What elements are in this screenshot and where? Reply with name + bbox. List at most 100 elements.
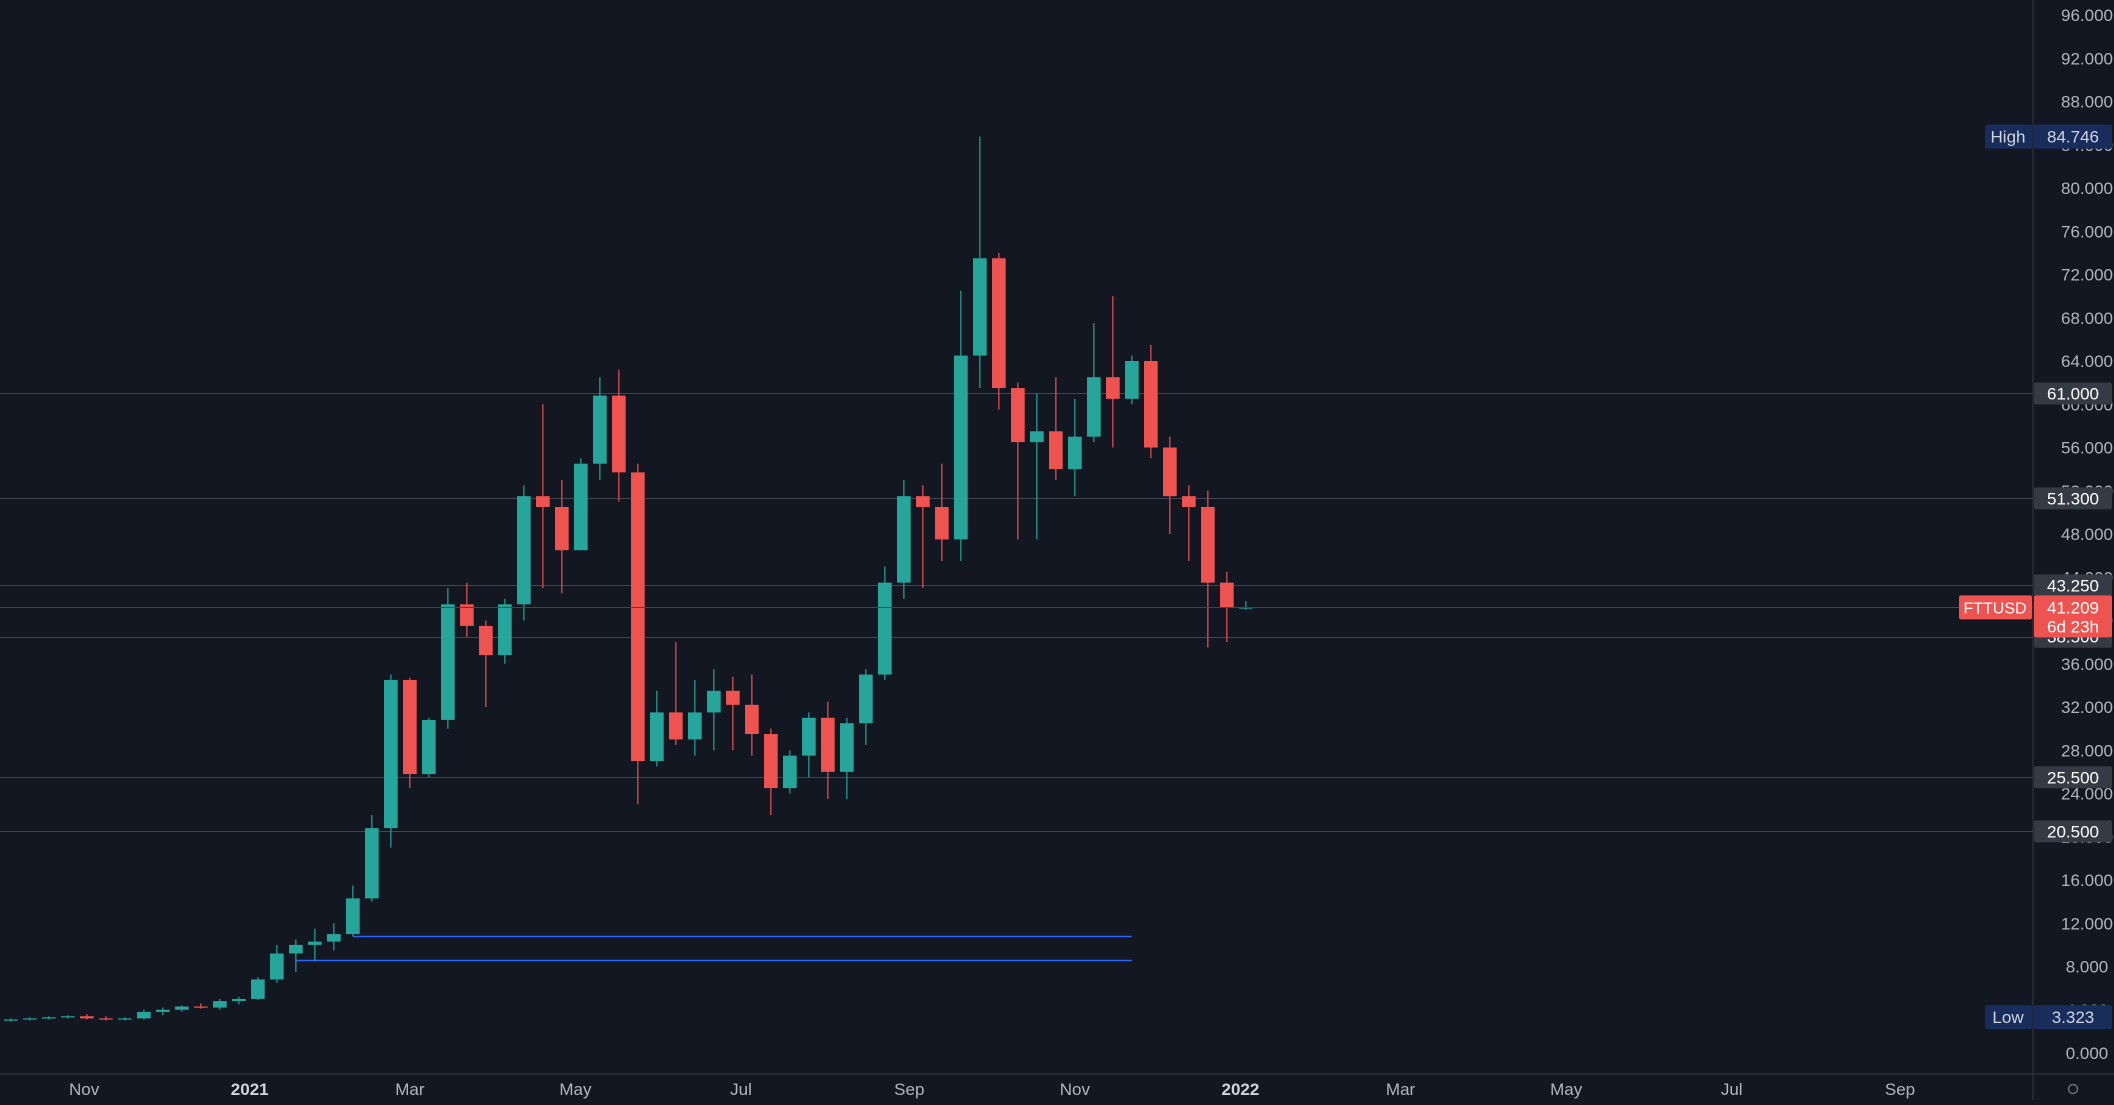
candle <box>631 463 645 805</box>
candle <box>403 677 417 789</box>
candle <box>669 642 683 745</box>
candle-body <box>308 941 322 945</box>
candle <box>270 944 284 983</box>
candle-body <box>156 1009 170 1012</box>
time-tick-label: May <box>559 1080 592 1099</box>
level-price-badge: 20.500 <box>2034 820 2112 843</box>
candle <box>42 1016 56 1020</box>
candle <box>365 815 379 902</box>
candle <box>213 998 227 1010</box>
candle <box>1125 355 1139 405</box>
price-tick-label: 80.000 <box>2061 179 2113 198</box>
candle <box>973 136 987 389</box>
gear-icon[interactable] <box>2067 1083 2079 1095</box>
level-price-badge: 43.250 <box>2034 574 2112 597</box>
price-tick-label: 64.000 <box>2061 352 2113 371</box>
candle-body <box>23 1018 37 1020</box>
time-tick-label: Jul <box>1721 1080 1743 1099</box>
high-marker-value: 84.746 <box>2047 128 2099 147</box>
candle-body <box>1011 388 1025 443</box>
symbol-tag: FTTUSD <box>1963 600 2026 617</box>
price-tick-label: 12.000 <box>2061 914 2113 933</box>
candle-body <box>1068 436 1082 470</box>
high-marker-value-bg <box>2034 124 2112 149</box>
candle <box>23 1017 37 1021</box>
candle-body <box>4 1019 18 1021</box>
candle <box>1030 393 1044 540</box>
candle <box>1163 436 1177 534</box>
candle-body <box>175 1006 189 1010</box>
candle-body <box>232 998 246 1002</box>
price-tick-label: 16.000 <box>2061 871 2113 890</box>
price-tick-label: 88.000 <box>2061 93 2113 112</box>
candle <box>802 712 816 778</box>
price-tick-label: 56.000 <box>2061 439 2113 458</box>
candle <box>61 1015 75 1019</box>
candle <box>1144 344 1158 459</box>
candle <box>593 377 607 480</box>
candle-body <box>802 717 816 756</box>
candle-body <box>1220 582 1234 608</box>
candle-body <box>61 1016 75 1018</box>
candle <box>992 252 1006 410</box>
time-tick-label: Mar <box>1386 1080 1416 1099</box>
candle <box>1201 490 1215 648</box>
candle-body <box>1239 607 1253 609</box>
candle <box>1220 571 1234 643</box>
time-tick-label: 2022 <box>1222 1080 1260 1099</box>
last-price-value: 41.209 <box>2047 598 2099 617</box>
time-tick-label: 2021 <box>231 1080 269 1099</box>
candle-body <box>422 719 436 775</box>
candle <box>441 588 455 729</box>
candle <box>175 1005 189 1012</box>
candle <box>745 674 759 756</box>
candle-body <box>1201 506 1215 583</box>
candle <box>878 566 892 680</box>
price-tick-label: 48.000 <box>2061 525 2113 544</box>
candle-body <box>1049 431 1063 470</box>
candle <box>99 1016 113 1021</box>
time-axis[interactable]: Nov 2021 Mar May Jul Sep Nov 2022 Mar May Jul Sep <box>69 1080 1915 1099</box>
candle <box>289 939 303 972</box>
candle-body <box>726 690 740 705</box>
low-marker-label: Low <box>1992 1008 2024 1027</box>
time-tick-label: Sep <box>894 1080 924 1099</box>
candle-body <box>916 496 930 507</box>
high-marker-label: High <box>1991 128 2026 147</box>
candle-body <box>479 625 493 656</box>
time-tick-label: Nov <box>1060 1080 1091 1099</box>
level-price-badge-text: 43.250 <box>2047 576 2099 595</box>
candle <box>897 479 911 599</box>
candle-body <box>593 395 607 464</box>
candle-body <box>992 258 1006 389</box>
candle <box>783 750 797 794</box>
price-tick-label: 28.000 <box>2061 741 2113 760</box>
candle <box>574 458 588 551</box>
candle-body <box>42 1017 56 1019</box>
blue-level-lines <box>295 935 1132 962</box>
candle <box>764 728 778 816</box>
candle-body <box>118 1018 132 1020</box>
level-price-badge-bg <box>2034 382 2112 405</box>
candle <box>1049 377 1063 480</box>
candle <box>916 485 930 589</box>
candle-body <box>555 506 569 551</box>
candle <box>1068 398 1082 497</box>
candle-body <box>251 979 265 999</box>
price-tick-label: 36.000 <box>2061 655 2113 674</box>
candle <box>251 977 265 1001</box>
candle-body <box>669 712 683 740</box>
price-tick-label: 24.000 <box>2061 785 2113 804</box>
level-price-badge-bg <box>2034 487 2112 510</box>
candle-body <box>384 679 398 829</box>
countdown: 6d 23h <box>2047 617 2099 636</box>
price-tick-label: 68.000 <box>2061 309 2113 328</box>
candle-body <box>745 704 759 735</box>
candle-body <box>365 828 379 899</box>
candle <box>460 582 474 637</box>
price-tick-label: 96.000 <box>2061 6 2113 25</box>
candle-body <box>194 1006 208 1008</box>
